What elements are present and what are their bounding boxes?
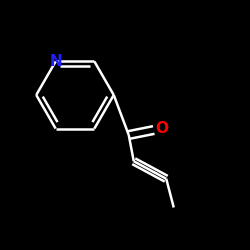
Text: O: O — [155, 121, 168, 136]
Text: N: N — [49, 54, 62, 69]
